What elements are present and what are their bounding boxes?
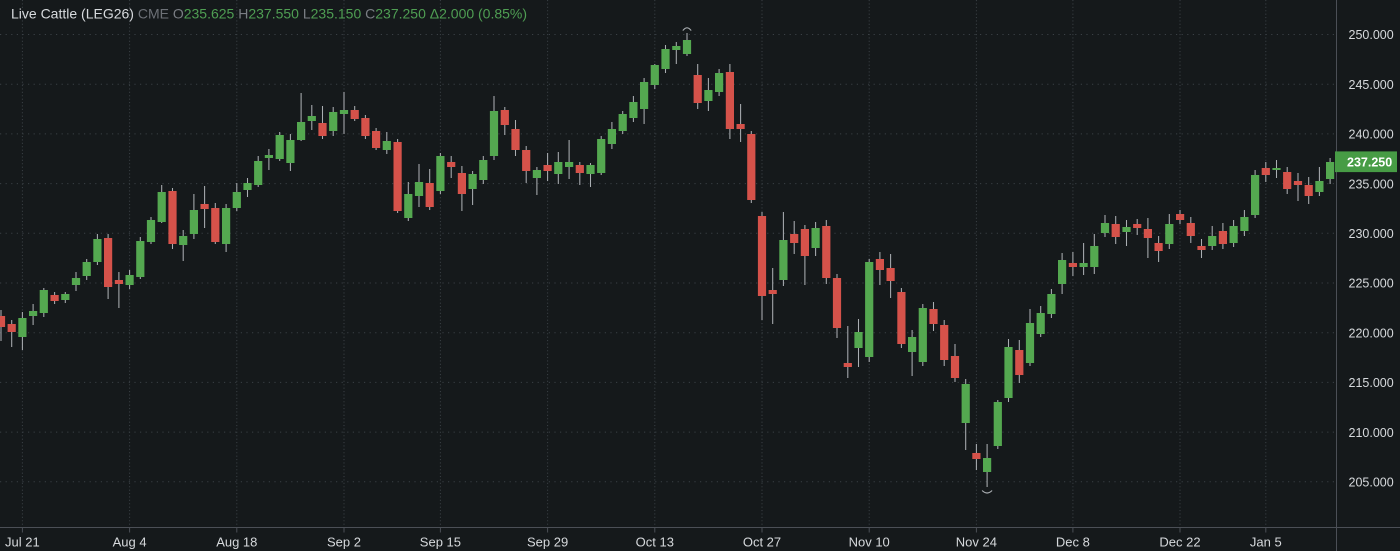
svg-text:220.000: 220.000 [1349,326,1394,340]
svg-text:Dec 22: Dec 22 [1159,535,1200,550]
svg-text:Sep 29: Sep 29 [527,535,568,550]
svg-text:240.000: 240.000 [1349,128,1394,142]
svg-text:237.250: 237.250 [1347,156,1392,170]
svg-text:Jul 21: Jul 21 [5,535,40,550]
svg-text:Oct 27: Oct 27 [743,535,781,550]
svg-text:Aug 18: Aug 18 [216,535,257,550]
svg-text:Jan 5: Jan 5 [1250,535,1282,550]
svg-text:205.000: 205.000 [1349,476,1394,490]
svg-text:210.000: 210.000 [1349,426,1394,440]
svg-text:Aug 4: Aug 4 [113,535,147,550]
svg-text:Sep 15: Sep 15 [420,535,461,550]
svg-text:235.000: 235.000 [1349,177,1394,191]
svg-text:230.000: 230.000 [1349,227,1394,241]
svg-text:Dec 8: Dec 8 [1056,535,1090,550]
svg-text:250.000: 250.000 [1349,28,1394,42]
svg-text:Live Cattle (LEG26) CME O235.: Live Cattle (LEG26) CME O235.625 H237.55… [11,6,527,22]
svg-text:Oct 13: Oct 13 [636,535,674,550]
svg-text:Sep 2: Sep 2 [327,535,361,550]
svg-text:215.000: 215.000 [1349,376,1394,390]
svg-text:Nov 10: Nov 10 [849,535,890,550]
svg-text:225.000: 225.000 [1349,277,1394,291]
svg-text:245.000: 245.000 [1349,78,1394,92]
svg-text:Nov 24: Nov 24 [956,535,997,550]
